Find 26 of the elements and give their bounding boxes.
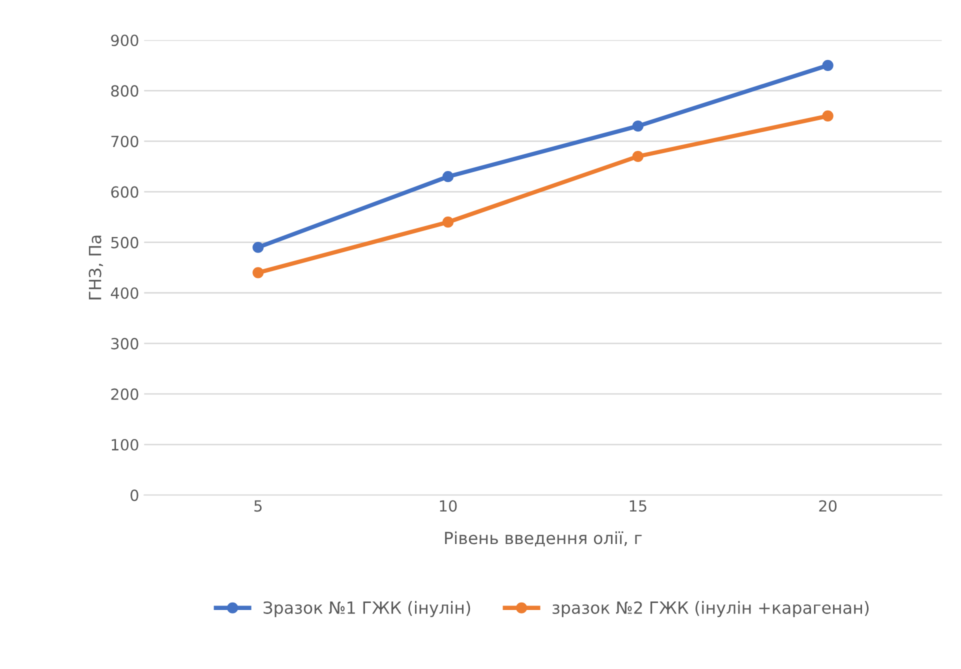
point <box>822 60 834 71</box>
x-tick-label: 5 <box>254 500 262 512</box>
point <box>442 216 454 228</box>
y-tick-label: 300 <box>111 338 138 350</box>
point <box>252 267 264 278</box>
y-tick-label: 700 <box>111 136 138 148</box>
y-tick-label: 400 <box>110 287 138 299</box>
y-axis-title: ГНЗ, Па <box>88 236 104 300</box>
point <box>632 120 644 132</box>
legend-label: зразок №2 ГЖК (інулін +карагенан) <box>552 601 869 618</box>
y-tick-label: 600 <box>111 186 138 198</box>
y-tick-label: 900 <box>111 34 138 46</box>
point <box>252 242 264 253</box>
y-tick-label: 0 <box>130 490 138 502</box>
point <box>632 150 644 162</box>
point <box>442 171 454 182</box>
x-tick-label: 15 <box>630 500 646 512</box>
y-tick-label: 500 <box>111 236 138 248</box>
y-tick-label: 200 <box>111 388 138 400</box>
point <box>822 110 834 122</box>
x-axis-title: Рівень введення олії, г <box>445 531 642 546</box>
x-tick-label: 10 <box>440 500 457 512</box>
y-tick-label: 100 <box>112 438 138 451</box>
legend-label: Зразок №1 ГЖК (інулін) <box>264 601 470 618</box>
x-tick-label: 20 <box>819 500 837 512</box>
y-tick-label: 800 <box>111 85 138 97</box>
